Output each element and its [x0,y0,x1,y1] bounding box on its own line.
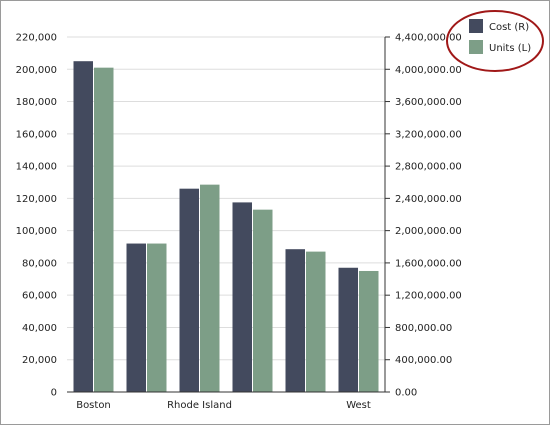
legend-highlight-circle [446,10,544,72]
left-tick-label: 20,000 [22,355,57,366]
category-label: Rhode Island [167,400,232,411]
bar-cost [232,202,252,392]
right-tick-label: 400,000.00 [395,355,452,366]
right-tick-label: 1,600,000.00 [395,258,462,269]
category-label: West [346,400,371,411]
right-axis: 0.00 400,000.00 800,000.00 1,200,000.00 1,60… [385,33,462,399]
bar-cost [179,188,199,392]
bar-units [359,270,379,392]
bar-cost [285,249,305,392]
left-axis: 0 20,000 40,000 60,000 80,000 100,000 120,000 1… [16,33,57,399]
left-tick-label: 220,000 [16,33,57,44]
bar-cost [338,267,358,392]
gridlines [67,36,385,361]
right-tick-label: 4,400,000.00 [395,33,462,44]
category-axis: Boston Rhode Island West [76,400,371,411]
left-tick-label: 80,000 [22,258,57,269]
left-tick-label: 120,000 [16,194,57,205]
left-tick-label: 160,000 [16,129,57,140]
bar-units [200,184,220,392]
legend-swatch-cost [469,19,483,33]
bar-units [94,67,114,392]
bar-units [253,209,273,392]
bar-units [147,243,167,392]
right-tick-label: 2,400,000.00 [395,194,462,205]
legend-label-cost: Cost (R) [489,22,529,33]
legend[interactable]: Cost (R) Units (L) [446,10,544,72]
right-tick-label: 800,000.00 [395,323,452,334]
left-tick-label: 140,000 [16,162,57,173]
bar-cost [126,243,146,392]
left-tick-label: 40,000 [22,323,57,334]
right-tick-label: 2,800,000.00 [395,162,462,173]
bars [73,61,379,393]
bar-cost [73,61,93,393]
right-tick-label: 0.00 [395,388,417,399]
left-tick-label: 100,000 [16,226,57,237]
left-tick-label: 0 [51,388,57,399]
right-tick-label: 2,000,000.00 [395,226,462,237]
right-tick-label: 3,600,000.00 [395,97,462,108]
category-label: Boston [76,400,111,411]
left-tick-label: 200,000 [16,65,57,76]
right-tick-label: 3,200,000.00 [395,129,462,140]
legend-swatch-units [469,40,483,54]
bar-units [306,251,326,392]
left-tick-label: 60,000 [22,291,57,302]
right-tick-label: 4,000,000.00 [395,65,462,76]
legend-label-units: Units (L) [489,43,531,54]
left-tick-label: 180,000 [16,97,57,108]
right-tick-label: 1,200,000.00 [395,291,462,302]
